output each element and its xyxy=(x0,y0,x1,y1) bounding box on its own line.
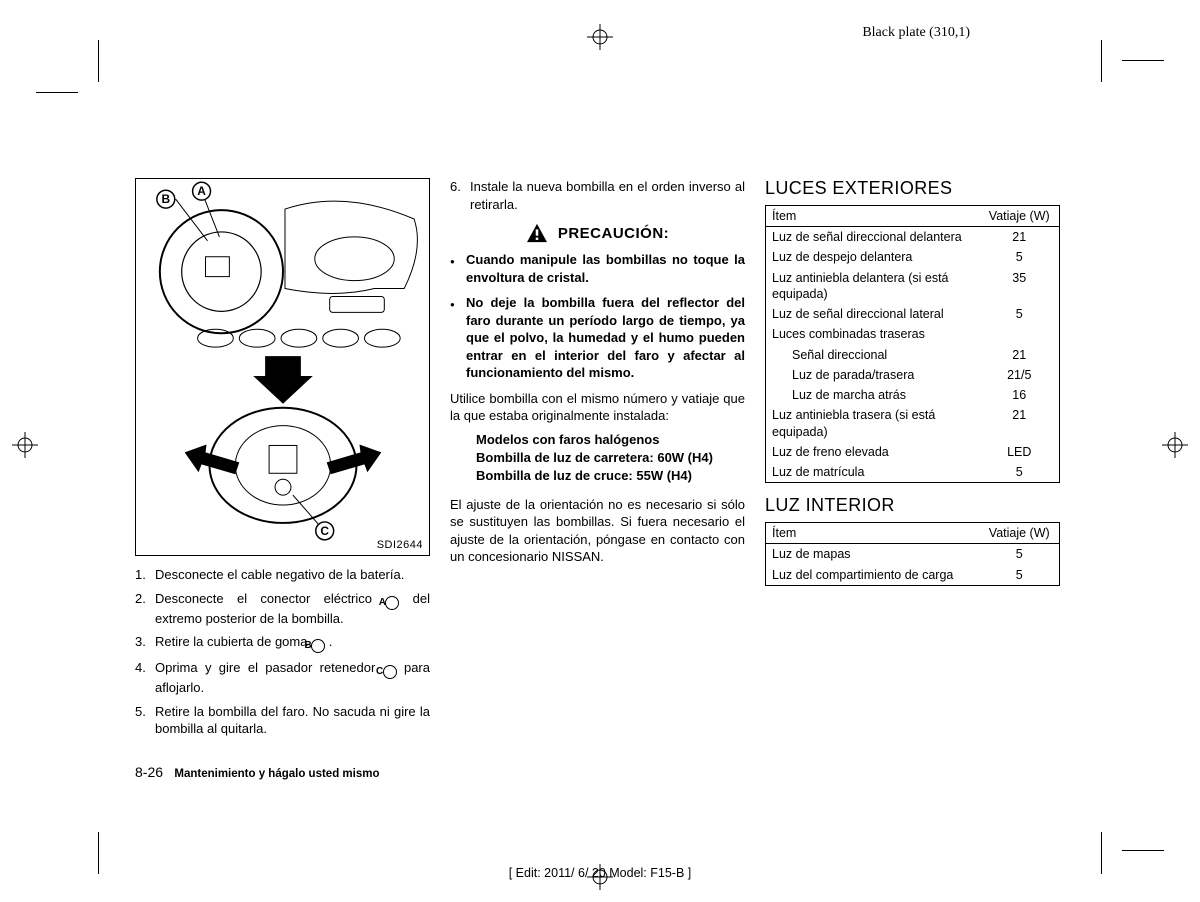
interior-table: Ítem Vatiaje (W) Luz de mapas5Luz del co… xyxy=(765,522,1060,586)
table-cell-watt: 21 xyxy=(980,227,1060,248)
crop-mark xyxy=(1122,60,1164,61)
halogen-block: Modelos con faros halógenos Bombilla de … xyxy=(450,431,745,486)
page-footer: 8-26 Mantenimiento y hágalo usted mismo xyxy=(135,764,380,780)
table-cell-label: Luz de marcha atrás xyxy=(766,385,980,405)
step-item: Desconecte el cable negativo de la bater… xyxy=(135,566,430,584)
usage-paragraph: Utilice bombilla con el mismo número y v… xyxy=(450,390,745,425)
crop-mark xyxy=(98,40,99,82)
table-header-watt: Vatiaje (W) xyxy=(980,523,1060,544)
step-item: Desconecte el conector eléctrico A del e… xyxy=(135,590,430,628)
table-cell-watt: LED xyxy=(980,442,1060,462)
figure-caption: SDI2644 xyxy=(377,539,423,551)
page-content: A B xyxy=(135,178,1060,798)
table-cell-watt: 5 xyxy=(980,544,1060,565)
step-item: Oprima y gire el pasador retenedor C par… xyxy=(135,659,430,697)
warning-icon xyxy=(526,223,548,243)
step-item: Retire la bombilla del faro. No sacuda n… xyxy=(135,703,430,738)
step-item: Retire la cubierta de goma B . xyxy=(135,633,430,653)
table-cell-label: Luz de freno elevada xyxy=(766,442,980,462)
table-cell-watt: 5 xyxy=(980,247,1060,267)
column-middle: Instale la nueva bombilla en el orden in… xyxy=(450,178,745,744)
registration-mark-top xyxy=(587,24,613,50)
crop-mark xyxy=(36,92,78,93)
crop-mark xyxy=(1122,850,1164,851)
table-cell-label: Luz antiniebla delantera (si está equipa… xyxy=(766,268,980,305)
exterior-table: Ítem Vatiaje (W) Luz de señal direcciona… xyxy=(765,205,1060,483)
table-row: Luz de freno elevadaLED xyxy=(766,442,1060,462)
table-row: Luz antiniebla trasera (si está equipada… xyxy=(766,405,1060,442)
table-row: Luz de marcha atrás16 xyxy=(766,385,1060,405)
table-row: Luz de parada/trasera21/5 xyxy=(766,365,1060,385)
edit-info-line: [ Edit: 2011/ 6/ 20 Model: F15-B ] xyxy=(0,866,1200,880)
caution-item: Cuando manipule las bombillas no toque l… xyxy=(450,251,745,286)
table-row: Señal direccional21 xyxy=(766,345,1060,365)
table-cell-watt: 5 xyxy=(980,304,1060,324)
table-row: Luz de mapas5 xyxy=(766,544,1060,565)
circled-letter-b: B xyxy=(311,639,325,653)
table-row: Luz de señal direccional delantera21 xyxy=(766,227,1060,248)
table-cell-label: Luz antiniebla trasera (si está equipada… xyxy=(766,405,980,442)
table-row: Luz antiniebla delantera (si está equipa… xyxy=(766,268,1060,305)
svg-text:C: C xyxy=(320,524,329,538)
table-row: Luz del compartimiento de carga5 xyxy=(766,565,1060,586)
table-cell-label: Luces combinadas traseras xyxy=(766,324,980,344)
table-header-item: Ítem xyxy=(766,206,980,227)
table-cell-label: Luz de despejo delantera xyxy=(766,247,980,267)
table-row: Luces combinadas traseras xyxy=(766,324,1060,344)
column-left: A B xyxy=(135,178,430,744)
page-number: 8-26 xyxy=(135,764,163,780)
table-cell-label: Luz de señal direccional delantera xyxy=(766,227,980,248)
circled-letter-a: A xyxy=(385,596,399,610)
caution-title: PRECAUCIÓN: xyxy=(558,225,669,242)
column-right: LUCES EXTERIORES Ítem Vatiaje (W) Luz de… xyxy=(765,178,1060,744)
registration-mark-left xyxy=(12,432,38,458)
table-cell-label: Luz de parada/trasera xyxy=(766,365,980,385)
halogen-line1: Bombilla de luz de carretera: 60W (H4) xyxy=(476,449,745,467)
table-cell-watt: 21 xyxy=(980,405,1060,442)
table-cell-label: Luz del compartimiento de carga xyxy=(766,565,980,586)
table-cell-watt: 16 xyxy=(980,385,1060,405)
plate-label: Black plate (310,1) xyxy=(862,25,970,41)
table-cell-label: Luz de mapas xyxy=(766,544,980,565)
table-cell-watt: 21/5 xyxy=(980,365,1060,385)
table-cell-watt: 5 xyxy=(980,565,1060,586)
steps-list-2: Instale la nueva bombilla en el orden in… xyxy=(450,178,745,213)
table-cell-watt: 21 xyxy=(980,345,1060,365)
svg-text:A: A xyxy=(197,184,206,198)
caution-item: No deje la bombilla fuera del reflector … xyxy=(450,294,745,382)
halogen-title: Modelos con faros halógenos xyxy=(476,431,745,449)
crop-mark xyxy=(1101,40,1102,82)
table-cell-watt: 5 xyxy=(980,462,1060,483)
caution-list: Cuando manipule las bombillas no toque l… xyxy=(450,251,745,382)
table-cell-watt xyxy=(980,324,1060,344)
interior-title: LUZ INTERIOR xyxy=(765,495,1060,516)
table-row: Luz de señal direccional lateral5 xyxy=(766,304,1060,324)
table-row: Luz de matrícula5 xyxy=(766,462,1060,483)
steps-list-1: Desconecte el cable negativo de la bater… xyxy=(135,566,430,738)
figure-diagram: A B xyxy=(135,178,430,556)
svg-text:B: B xyxy=(161,192,170,206)
table-cell-label: Luz de matrícula xyxy=(766,462,980,483)
exterior-title: LUCES EXTERIORES xyxy=(765,178,1060,199)
table-header-watt: Vatiaje (W) xyxy=(980,206,1060,227)
table-cell-label: Señal direccional xyxy=(766,345,980,365)
table-cell-label: Luz de señal direccional lateral xyxy=(766,304,980,324)
registration-mark-right xyxy=(1162,432,1188,458)
caution-header: PRECAUCIÓN: xyxy=(450,223,745,243)
page-section-title: Mantenimiento y hágalo usted mismo xyxy=(174,768,379,780)
table-cell-watt: 35 xyxy=(980,268,1060,305)
table-header-item: Ítem xyxy=(766,523,980,544)
halogen-line2: Bombilla de luz de cruce: 55W (H4) xyxy=(476,467,745,485)
table-row: Luz de despejo delantera5 xyxy=(766,247,1060,267)
step-item: Instale la nueva bombilla en el orden in… xyxy=(450,178,745,213)
orientation-paragraph: El ajuste de la orientación no es necesa… xyxy=(450,496,745,566)
circled-letter-c: C xyxy=(383,665,397,679)
